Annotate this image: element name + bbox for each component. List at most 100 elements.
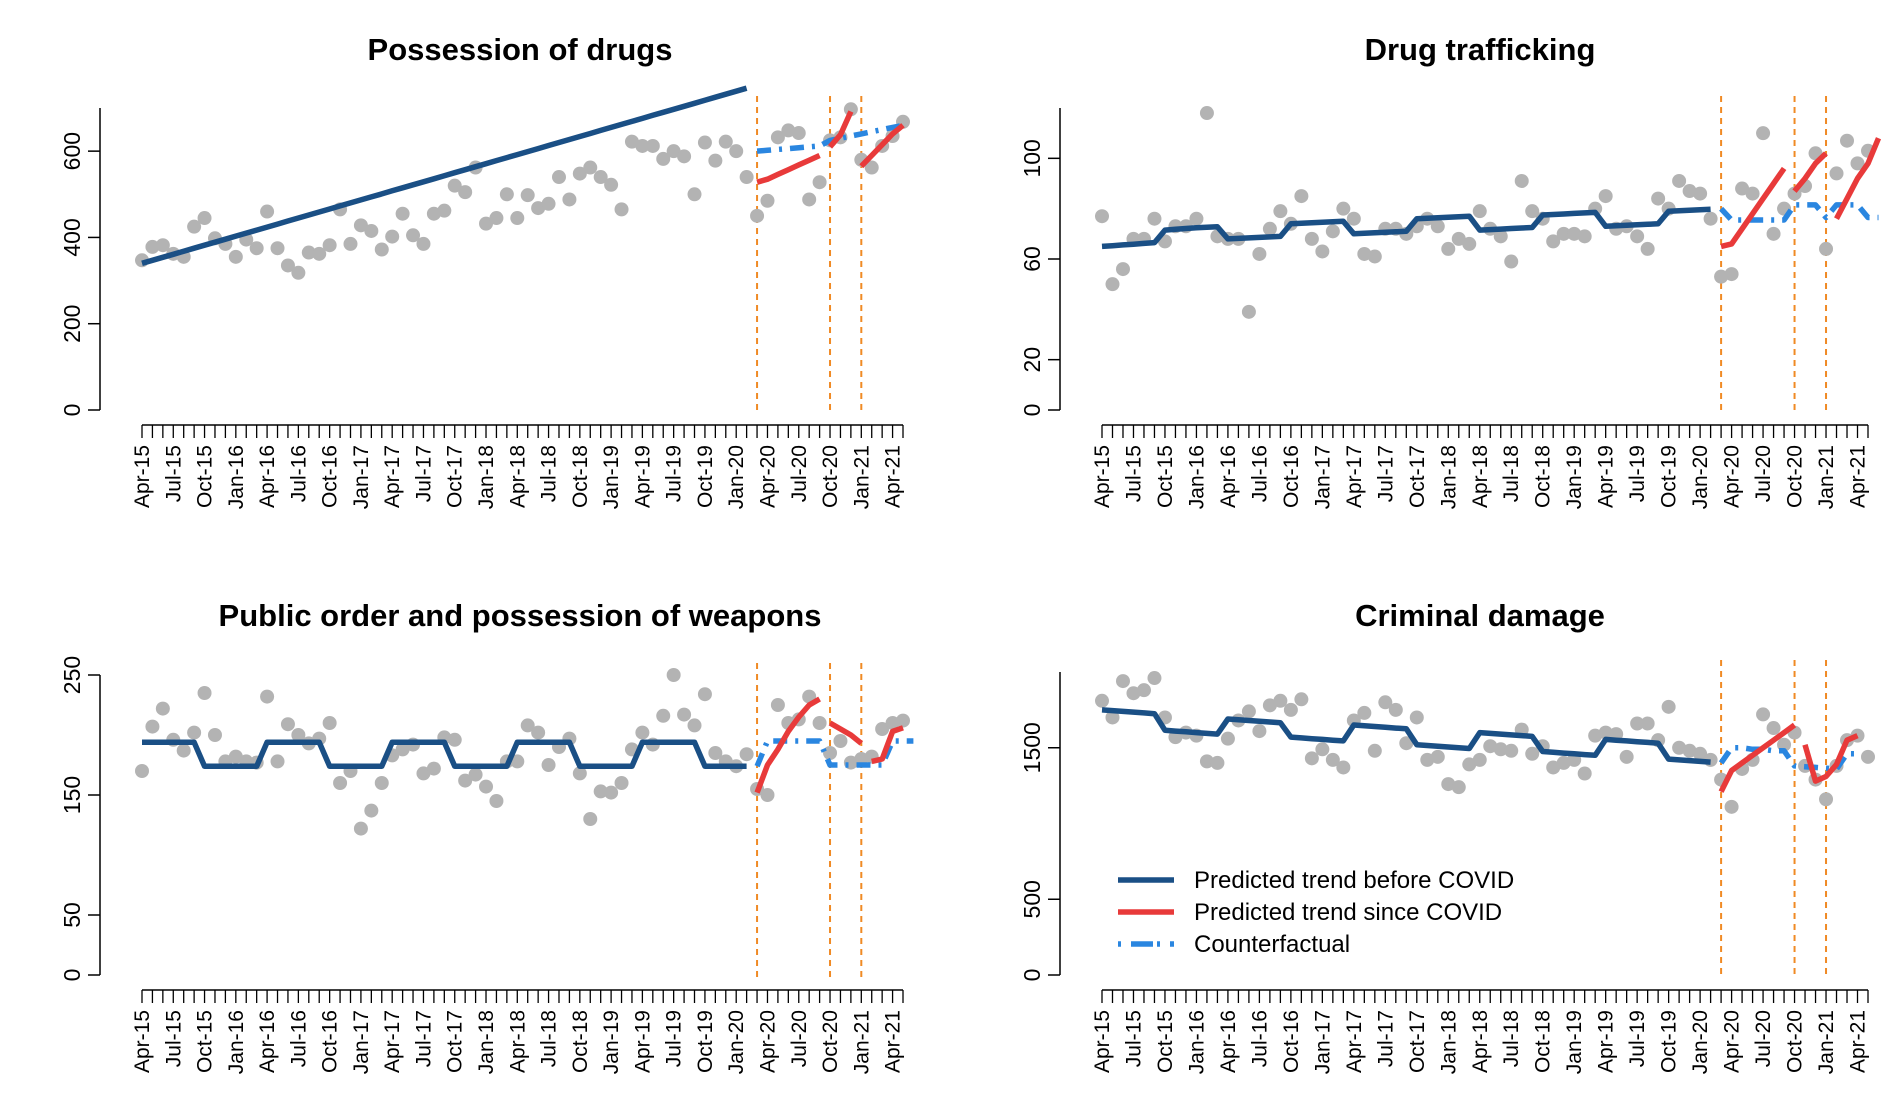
- observed-point: [1619, 749, 1634, 764]
- observed-point: [718, 134, 733, 149]
- observed-point: [364, 223, 379, 238]
- observed-point: [864, 160, 879, 175]
- observed-point: [677, 707, 692, 722]
- x-tick-label: Apr-16: [256, 1010, 279, 1073]
- x-tick-label: Apr-17: [381, 1010, 404, 1073]
- observed-point: [1189, 211, 1204, 226]
- x-tick-label: Apr-18: [506, 445, 529, 508]
- y-tick-label: 250: [59, 656, 85, 694]
- observed-point: [812, 716, 827, 730]
- observed-point: [1241, 704, 1256, 719]
- observed-point: [1262, 698, 1277, 713]
- observed-point: [1241, 304, 1256, 319]
- observed-point: [374, 776, 389, 790]
- x-tick-label: Jan-17: [1311, 1010, 1334, 1074]
- x-tick-label: Jan-20: [725, 445, 748, 509]
- trend-since-covid-line: [871, 725, 904, 765]
- panel-title: Drug trafficking: [1365, 32, 1596, 67]
- observed-point: [1441, 777, 1456, 792]
- observed-point: [1451, 780, 1466, 795]
- observed-point: [1430, 219, 1445, 234]
- trend-since-covid-line: [1834, 137, 1882, 220]
- observed-point: [1252, 724, 1267, 739]
- observed-point: [489, 211, 504, 226]
- x-tick-label: Apr-17: [1343, 445, 1366, 508]
- observed-point: [374, 242, 389, 257]
- observed-point: [1472, 752, 1487, 767]
- x-tick-label: Apr-18: [1469, 445, 1492, 508]
- x-tick-label: Jul-16: [1248, 1010, 1271, 1067]
- observed-point: [1546, 760, 1561, 775]
- observed-point: [395, 742, 410, 757]
- observed-point: [416, 236, 431, 251]
- observed-point: [1378, 695, 1393, 710]
- x-tick-label: Apr-21: [882, 1010, 905, 1073]
- observed-point: [1483, 739, 1498, 754]
- observed-point: [270, 754, 285, 769]
- x-tick-label: Jul-16: [1248, 445, 1271, 502]
- observed-point: [458, 185, 473, 200]
- trend-since-covid-line: [754, 696, 821, 794]
- observed-point: [1577, 766, 1592, 781]
- x-tick-label: Oct-15: [1154, 445, 1177, 508]
- x-tick-label: Jul-18: [1500, 445, 1523, 502]
- observed-point: [1840, 133, 1855, 148]
- y-tick-label: 600: [59, 132, 85, 170]
- observed-point: [1556, 226, 1571, 241]
- x-tick-label: Jul-19: [1626, 1010, 1649, 1067]
- observed-point: [1829, 166, 1844, 181]
- observed-point: [1420, 752, 1435, 767]
- x-tick-label: Jul-20: [788, 1010, 811, 1067]
- x-tick-label: Oct-17: [444, 445, 467, 508]
- x-tick-label: Apr-20: [1721, 445, 1744, 508]
- x-tick-label: Jul-20: [788, 445, 811, 502]
- observed-point: [666, 144, 681, 159]
- observed-point: [385, 229, 400, 244]
- observed-point: [1766, 226, 1781, 241]
- counterfactual-line: [756, 122, 904, 154]
- legend-label: Counterfactual: [1194, 931, 1350, 958]
- observed-point: [437, 203, 452, 218]
- observed-point: [885, 716, 900, 730]
- observed-point: [145, 719, 160, 734]
- observed-point: [520, 188, 535, 203]
- x-tick-label: Oct-18: [569, 1010, 592, 1073]
- x-tick-label: Jan-16: [1185, 445, 1208, 509]
- observed-point: [1357, 246, 1372, 261]
- observed-point: [1472, 204, 1487, 219]
- observed-point: [739, 170, 754, 185]
- x-tick-label: Jan-16: [225, 1010, 248, 1074]
- observed-point: [1745, 186, 1760, 201]
- observed-point: [604, 177, 619, 192]
- observed-point: [604, 785, 619, 800]
- observed-point: [760, 788, 775, 802]
- observed-point: [1346, 211, 1361, 226]
- x-tick-label: Jan-17: [350, 1010, 373, 1074]
- observed-point: [1367, 743, 1382, 758]
- x-tick-label: Jul-18: [538, 1010, 561, 1067]
- x-tick-label: Jan-20: [1689, 445, 1712, 509]
- observed-point: [593, 170, 608, 185]
- observed-point: [812, 175, 827, 190]
- observed-point: [1598, 725, 1613, 740]
- observed-point: [260, 204, 275, 219]
- observed-point: [1819, 792, 1834, 807]
- x-tick-label: Jul-15: [162, 1010, 185, 1067]
- observed-point: [572, 166, 587, 181]
- x-tick-label: Jan-17: [1311, 445, 1334, 509]
- x-tick-label: Apr-15: [1091, 445, 1114, 508]
- observed-point: [1514, 173, 1529, 188]
- observed-point: [1105, 277, 1120, 292]
- x-tick-label: Oct-16: [319, 1010, 342, 1073]
- x-tick-label: Oct-17: [1406, 1010, 1429, 1073]
- observed-point: [1546, 234, 1561, 249]
- observed-point: [1756, 126, 1771, 141]
- observed-point: [1724, 267, 1739, 282]
- y-tick-label: 150: [59, 776, 85, 814]
- observed-point: [1294, 692, 1309, 707]
- observed-point: [1451, 231, 1466, 246]
- observed-point: [593, 784, 608, 799]
- x-tick-label: Oct-19: [1658, 1010, 1681, 1073]
- observed-point: [187, 219, 202, 234]
- observed-point: [833, 734, 848, 748]
